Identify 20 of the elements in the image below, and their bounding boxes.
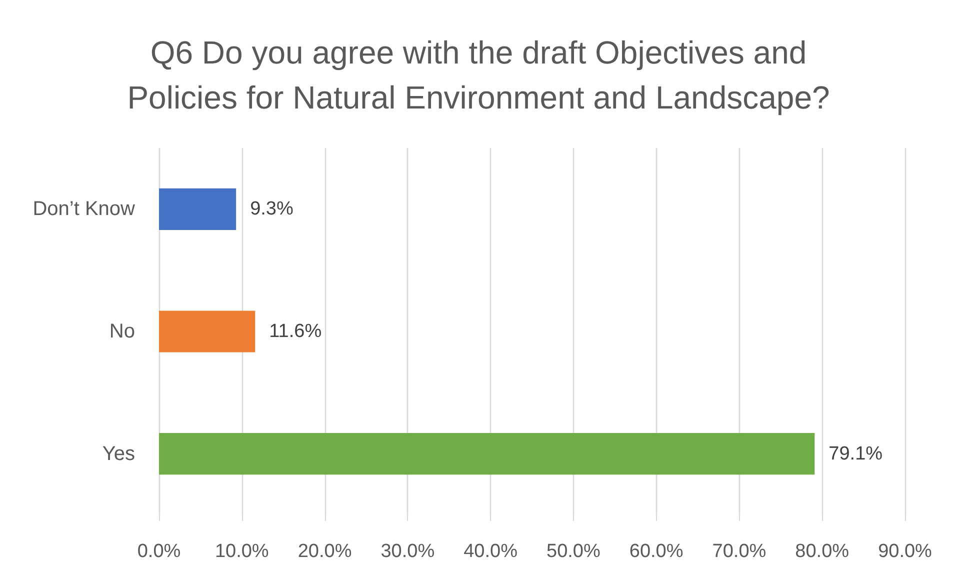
x-tick-label: 90.0% xyxy=(878,541,932,562)
y-tick-label: Yes xyxy=(102,442,135,465)
bar xyxy=(159,310,256,352)
x-tick-label: 80.0% xyxy=(795,541,850,562)
x-tick-label: 40.0% xyxy=(464,541,518,562)
data-label: 9.3% xyxy=(250,198,294,220)
y-tick-label: No xyxy=(109,320,135,342)
y-tick-label: Don’t Know xyxy=(32,198,136,220)
chart-title: Q6 Do you agree with the draft Objectives and Policies for Natural Environment and Landscape? xyxy=(127,34,830,116)
x-tick-label: 10.0% xyxy=(214,541,269,562)
x-tick-label: 70.0% xyxy=(712,541,766,562)
x-tick-label: 0.0% xyxy=(137,541,181,562)
bar xyxy=(159,188,236,230)
x-tick-label: 50.0% xyxy=(546,541,600,562)
x-tick-label: 20.0% xyxy=(298,541,352,562)
x-tick-label: 30.0% xyxy=(380,541,435,562)
x-tick-label: 60.0% xyxy=(629,541,684,562)
bar xyxy=(159,433,815,475)
data-label: 79.1% xyxy=(828,443,883,464)
data-label: 11.6% xyxy=(269,321,322,342)
